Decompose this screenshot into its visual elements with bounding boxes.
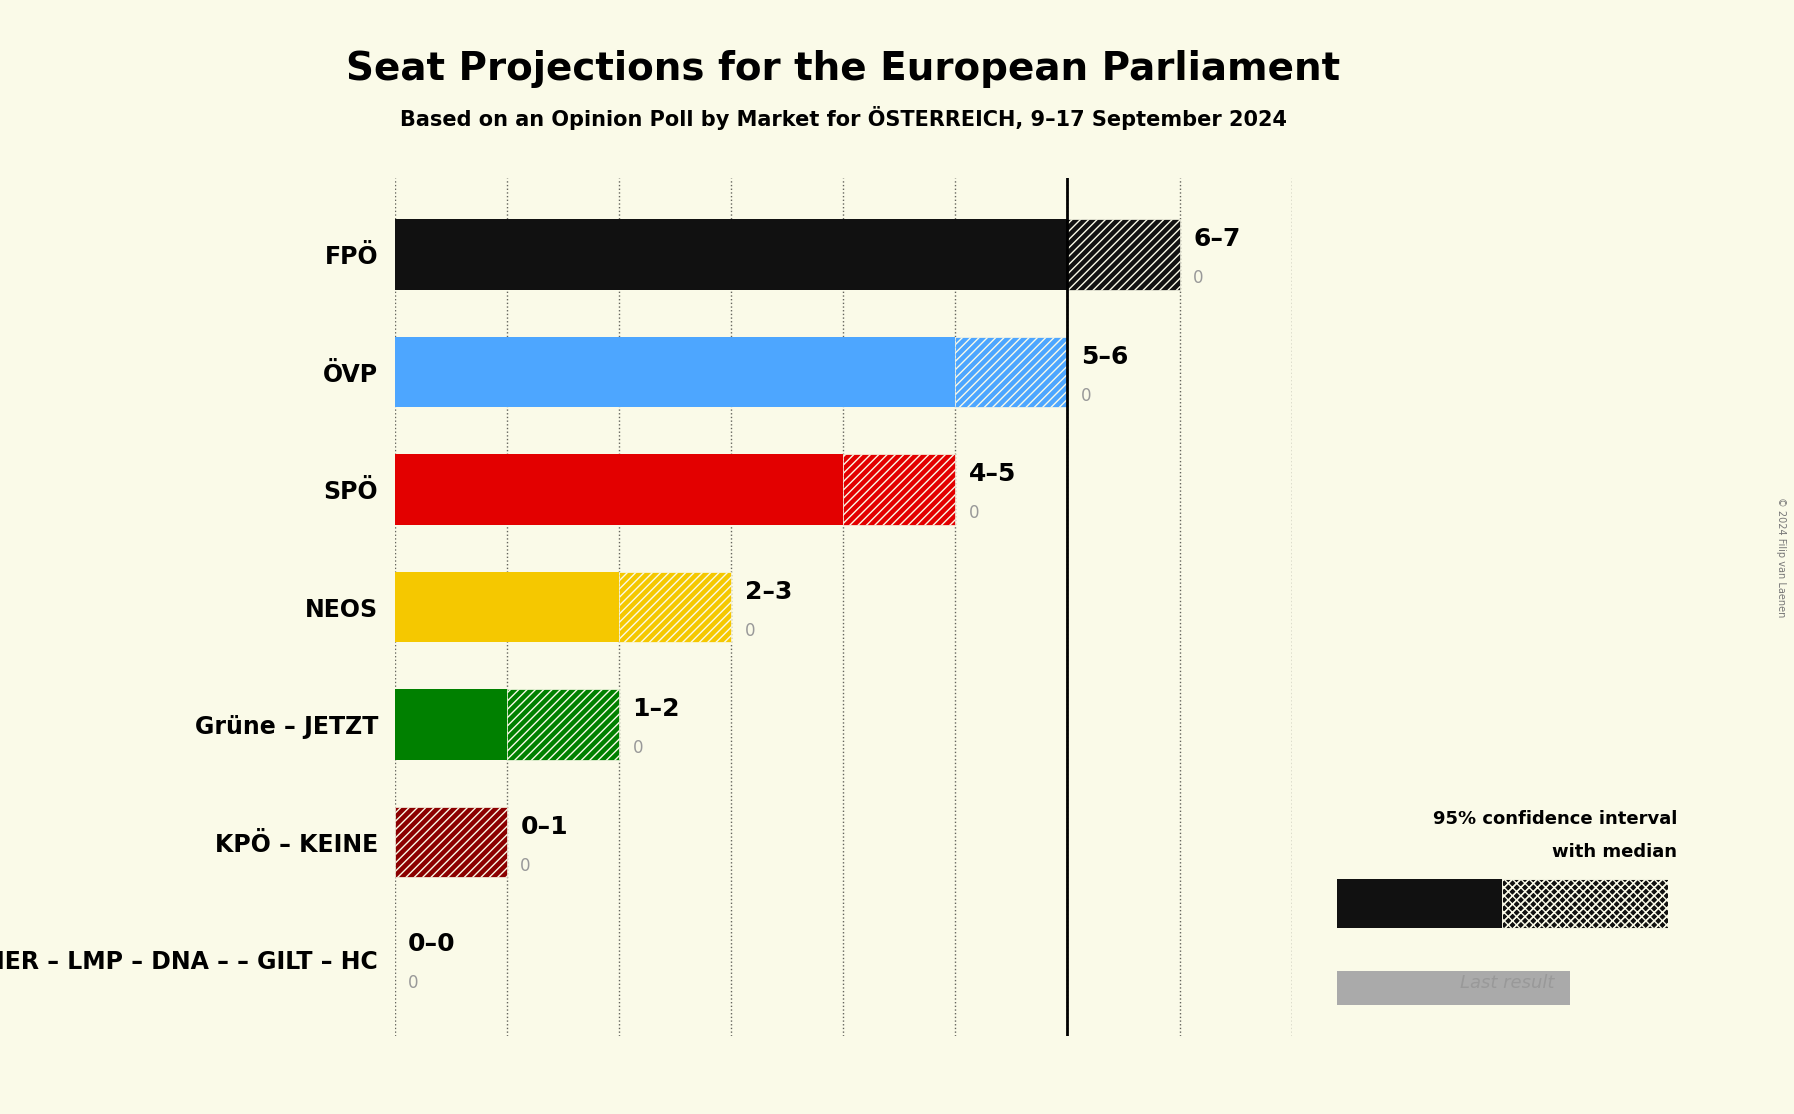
Text: 0: 0: [1080, 387, 1091, 404]
Text: with median: with median: [1552, 843, 1677, 861]
Text: 0: 0: [1193, 270, 1204, 287]
Bar: [619, 571, 732, 643]
Text: 95% confidence interval: 95% confidence interval: [1433, 810, 1677, 828]
Bar: [395, 219, 1067, 290]
Bar: [395, 807, 506, 878]
Text: 0: 0: [407, 974, 418, 993]
Text: 6–7: 6–7: [1193, 227, 1240, 252]
Bar: [1502, 879, 1668, 928]
Bar: [395, 690, 506, 760]
Bar: [506, 690, 619, 760]
Text: 4–5: 4–5: [969, 462, 1015, 487]
Text: 0: 0: [520, 857, 531, 874]
Bar: [1337, 879, 1502, 928]
Text: 2–3: 2–3: [745, 580, 791, 604]
Bar: [395, 455, 843, 525]
Bar: [1067, 219, 1179, 290]
Bar: [843, 455, 954, 525]
Text: 0–1: 0–1: [520, 814, 569, 839]
Text: Seat Projections for the European Parliament: Seat Projections for the European Parlia…: [346, 50, 1340, 88]
Text: 0: 0: [969, 505, 980, 522]
Text: Last result: Last result: [1460, 974, 1554, 991]
Bar: [1502, 879, 1668, 928]
Text: 0–0: 0–0: [407, 932, 456, 956]
Text: 0: 0: [631, 739, 642, 758]
Bar: [395, 571, 619, 643]
Text: Based on an Opinion Poll by Market for ÖSTERREICH, 9–17 September 2024: Based on an Opinion Poll by Market for Ö…: [400, 106, 1286, 130]
Bar: [395, 336, 954, 408]
Text: 0: 0: [745, 622, 755, 639]
Bar: [954, 336, 1067, 408]
Text: 1–2: 1–2: [631, 697, 680, 722]
Text: © 2024 Filip van Laenen: © 2024 Filip van Laenen: [1776, 497, 1787, 617]
Text: 5–6: 5–6: [1080, 345, 1128, 369]
